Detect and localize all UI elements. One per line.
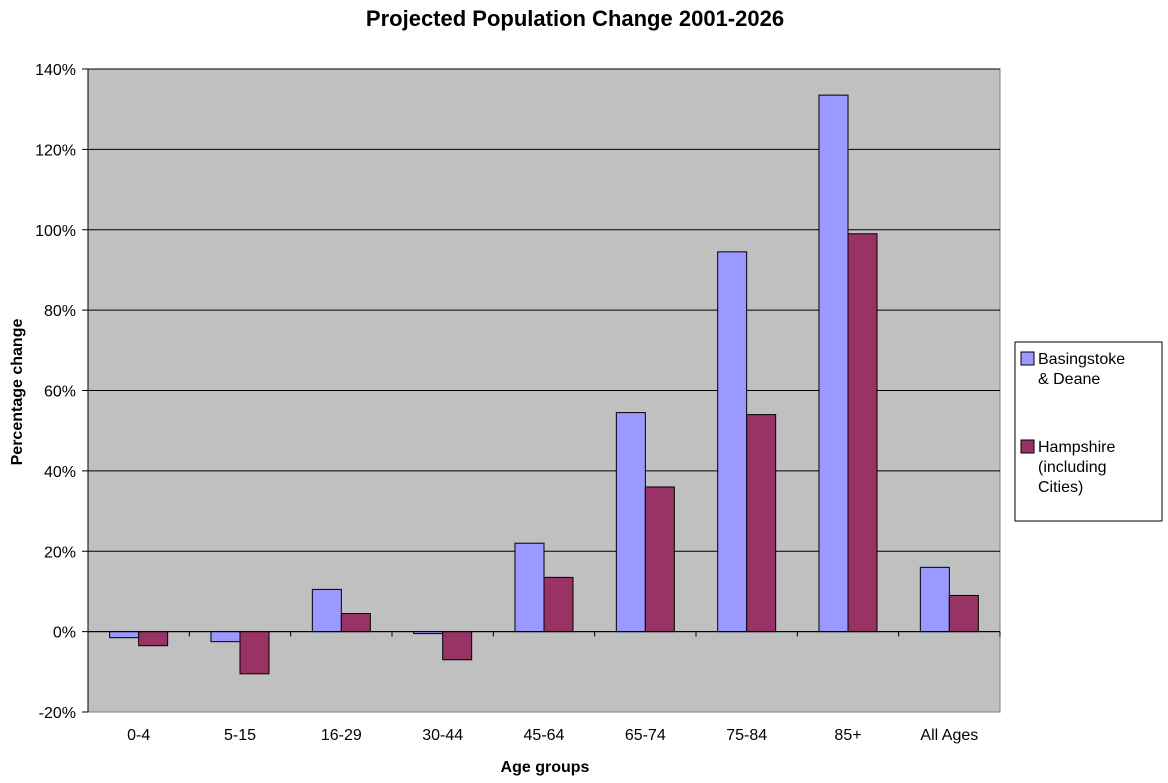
x-tick-label: 85+ xyxy=(834,727,861,744)
x-tick-label: 16-29 xyxy=(321,727,362,744)
bar-basingstoke xyxy=(919,566,950,633)
legend: Basingstoke & Deane Hampshire (including Cit… xyxy=(1014,341,1163,522)
legend-label: Basingstoke & Deane xyxy=(1038,351,1125,388)
x-tick-labels: 0-4 5-15 16-29 30-44 45-64 65-74 75-84 85+ All A… xyxy=(127,727,978,744)
y-tick-label: 0% xyxy=(53,625,76,642)
bar-hampshire xyxy=(239,631,270,675)
x-axis-title: Age groups xyxy=(501,759,590,776)
y-axis-title: Percentage change xyxy=(9,319,26,466)
x-tick-label: 65-74 xyxy=(625,727,666,744)
bar-basingstoke xyxy=(109,631,140,639)
bar-basingstoke xyxy=(615,412,646,633)
bar-basingstoke xyxy=(210,631,241,643)
legend-label: Hampshire (including Cities) xyxy=(1038,439,1115,496)
y-tick-label: 40% xyxy=(44,464,76,481)
legend-box xyxy=(1014,341,1163,522)
y-tick-label: 20% xyxy=(44,544,76,561)
x-tick-label: 75-84 xyxy=(726,727,767,744)
y-tick-labels: -20% 0% 20% 40% 60% 80% 100% 120% 140% xyxy=(35,62,76,722)
legend-swatch xyxy=(1020,439,1035,454)
y-tick-label: 100% xyxy=(35,223,76,240)
bar-hampshire xyxy=(543,576,574,633)
x-tick-label: All Ages xyxy=(920,727,978,744)
x-tick-label: 0-4 xyxy=(127,727,150,744)
bar-basingstoke xyxy=(818,94,849,633)
bar-hampshire xyxy=(442,631,473,661)
x-tick-label: 5-15 xyxy=(224,727,256,744)
legend-swatch xyxy=(1020,351,1035,366)
bar-hampshire xyxy=(138,631,169,647)
y-tick-label: 60% xyxy=(44,384,76,401)
bar-basingstoke xyxy=(717,251,748,633)
bar-hampshire xyxy=(644,486,675,633)
y-tick-label: 140% xyxy=(35,62,76,79)
bar-hampshire xyxy=(847,233,878,633)
bar-basingstoke xyxy=(311,588,342,633)
y-tick-label: 120% xyxy=(35,142,76,159)
bar-basingstoke xyxy=(514,542,545,633)
y-tick-label: -20% xyxy=(39,705,76,722)
x-tick-label: 45-64 xyxy=(524,727,565,744)
chart-title: Projected Population Change 2001-2026 xyxy=(366,6,784,31)
y-tick-label: 80% xyxy=(44,303,76,320)
bar-hampshire xyxy=(340,613,371,633)
axes xyxy=(82,68,1001,713)
bar-hampshire xyxy=(746,414,777,633)
bar-hampshire xyxy=(948,594,979,633)
x-tick-label: 30-44 xyxy=(422,727,463,744)
